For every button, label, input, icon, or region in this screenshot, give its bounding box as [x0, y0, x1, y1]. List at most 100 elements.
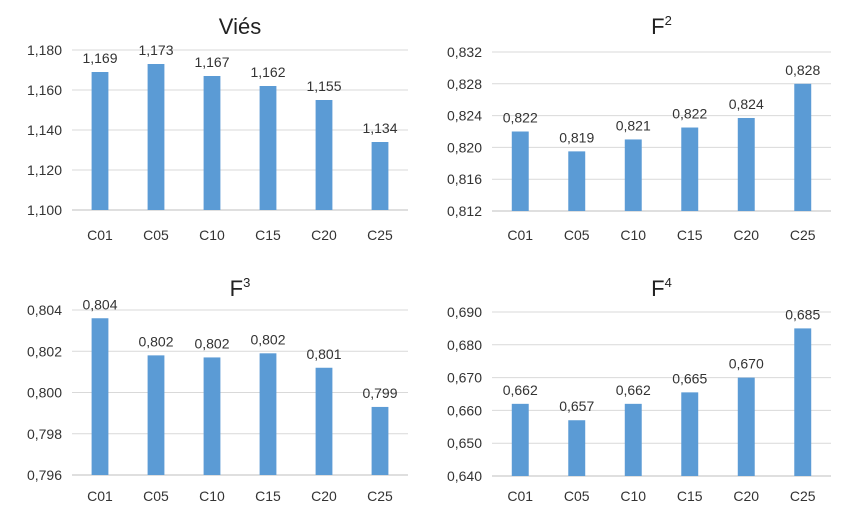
chart-panel-f4: F4 0,640 0,650 0,660 0,670 0,680 0,690 0,662 C01…: [421, 262, 841, 524]
chart-panel-f3: F3 0,796 0,798 0,800 0,802 0,804 0,804 C01 0,802…: [0, 262, 420, 524]
y-tick-label: 0,640: [447, 468, 482, 484]
bar-c10: [203, 76, 221, 210]
bar-c01: [511, 131, 529, 211]
chart-panel-vies: Viés 1,100 1,120 1,140 1,160 1,180 1,169 C01 1,1…: [0, 0, 420, 262]
bar-c01: [511, 403, 529, 476]
bar-c15: [681, 392, 699, 476]
y-tick-label: 0,812: [447, 203, 482, 219]
x-category-label: C01: [507, 488, 533, 504]
bar-c20: [315, 367, 333, 475]
bar-c05: [147, 64, 165, 210]
y-tick-label: 0,824: [447, 108, 482, 124]
data-label: 0,828: [785, 62, 820, 78]
y-tick-label: 0,820: [447, 139, 482, 155]
x-category-label: C05: [143, 227, 169, 243]
y-tick-label: 1,160: [27, 82, 62, 98]
data-label: 1,134: [362, 120, 397, 136]
x-category-label: C05: [564, 227, 590, 243]
x-category-label: C20: [733, 488, 759, 504]
y-tick-label: 0,802: [27, 343, 62, 359]
data-label: 0,801: [306, 346, 341, 362]
chart-title: Viés: [219, 14, 261, 39]
bar-c05: [568, 420, 586, 476]
data-label: 1,162: [250, 64, 285, 80]
bar-c20: [315, 100, 333, 210]
chart-title-superscript: 4: [665, 275, 672, 290]
y-tick-label: 1,100: [27, 202, 62, 218]
data-label: 0,824: [729, 96, 764, 112]
data-label: 0,804: [82, 296, 117, 312]
chart-title: F2: [651, 13, 672, 39]
y-tick-label: 0,680: [447, 337, 482, 353]
data-label: 0,802: [138, 333, 173, 349]
y-tick-label: 1,120: [27, 162, 62, 178]
bar-c20: [737, 117, 755, 211]
y-tick-label: 0,796: [27, 467, 62, 483]
x-category-label: C25: [790, 227, 816, 243]
data-label: 0,799: [362, 385, 397, 401]
y-tick-label: 0,828: [447, 76, 482, 92]
data-label: 0,665: [672, 370, 707, 386]
x-category-label: C20: [733, 227, 759, 243]
chart-title: F4: [651, 275, 672, 301]
bar-c15: [681, 127, 699, 211]
data-label: 1,167: [194, 54, 229, 70]
chart-f2: F2 0,812 0,816 0,820 0,824 0,828 0,832 0,822 C01…: [447, 13, 831, 243]
y-tick-label: 1,140: [27, 122, 62, 138]
y-tick-label: 0,800: [27, 385, 62, 401]
x-category-label: C05: [564, 488, 590, 504]
bar-c05: [568, 151, 586, 211]
y-tick-label: 1,180: [27, 42, 62, 58]
y-tick-label: 0,690: [447, 304, 482, 320]
bar-c20: [737, 377, 755, 476]
data-label: 1,173: [138, 42, 173, 58]
x-category-label: C15: [255, 488, 281, 504]
chart-title-superscript: 2: [665, 13, 672, 28]
x-category-label: C01: [87, 488, 113, 504]
data-label: 0,657: [559, 398, 594, 414]
x-category-label: C10: [199, 227, 225, 243]
y-tick-label: 0,660: [447, 402, 482, 418]
y-tick-label: 0,670: [447, 370, 482, 386]
bar-c01: [91, 72, 109, 210]
bar-c25: [794, 328, 812, 476]
bar-c15: [259, 353, 277, 475]
x-category-label: C15: [677, 488, 703, 504]
x-category-label: C25: [790, 488, 816, 504]
data-label: 0,802: [250, 331, 285, 347]
bar-c10: [624, 403, 642, 476]
x-category-label: C05: [143, 488, 169, 504]
x-category-label: C10: [620, 227, 646, 243]
x-category-label: C01: [87, 227, 113, 243]
data-label: 0,822: [503, 110, 538, 126]
x-category-label: C25: [367, 488, 393, 504]
chart-f4: F4 0,640 0,650 0,660 0,670 0,680 0,690 0,662 C01…: [447, 275, 831, 504]
bar-c15: [259, 86, 277, 210]
y-tick-label: 0,798: [27, 426, 62, 442]
chart-title: F3: [230, 275, 251, 301]
bar-c25: [371, 142, 389, 210]
y-tick-label: 0,804: [27, 302, 62, 318]
x-category-label: C10: [199, 488, 225, 504]
chart-panel-f2: F2 0,812 0,816 0,820 0,824 0,828 0,832 0,822 C01…: [421, 0, 841, 262]
bar-c25: [371, 406, 389, 475]
y-tick-label: 0,816: [447, 171, 482, 187]
bar-c01: [91, 318, 109, 475]
bar-c10: [624, 139, 642, 211]
x-category-label: C15: [677, 227, 703, 243]
y-tick-label: 0,832: [447, 44, 482, 60]
data-label: 0,670: [729, 356, 764, 372]
x-category-label: C25: [367, 227, 393, 243]
chart-title-superscript: 3: [243, 275, 250, 290]
x-category-label: C15: [255, 227, 281, 243]
data-label: 0,819: [559, 129, 594, 145]
x-category-label: C20: [311, 488, 337, 504]
x-category-label: C01: [507, 227, 533, 243]
y-tick-label: 0,650: [447, 435, 482, 451]
x-category-label: C10: [620, 488, 646, 504]
data-label: 1,169: [82, 50, 117, 66]
bar-c05: [147, 355, 165, 475]
data-label: 0,802: [194, 335, 229, 351]
data-label: 0,662: [503, 382, 538, 398]
